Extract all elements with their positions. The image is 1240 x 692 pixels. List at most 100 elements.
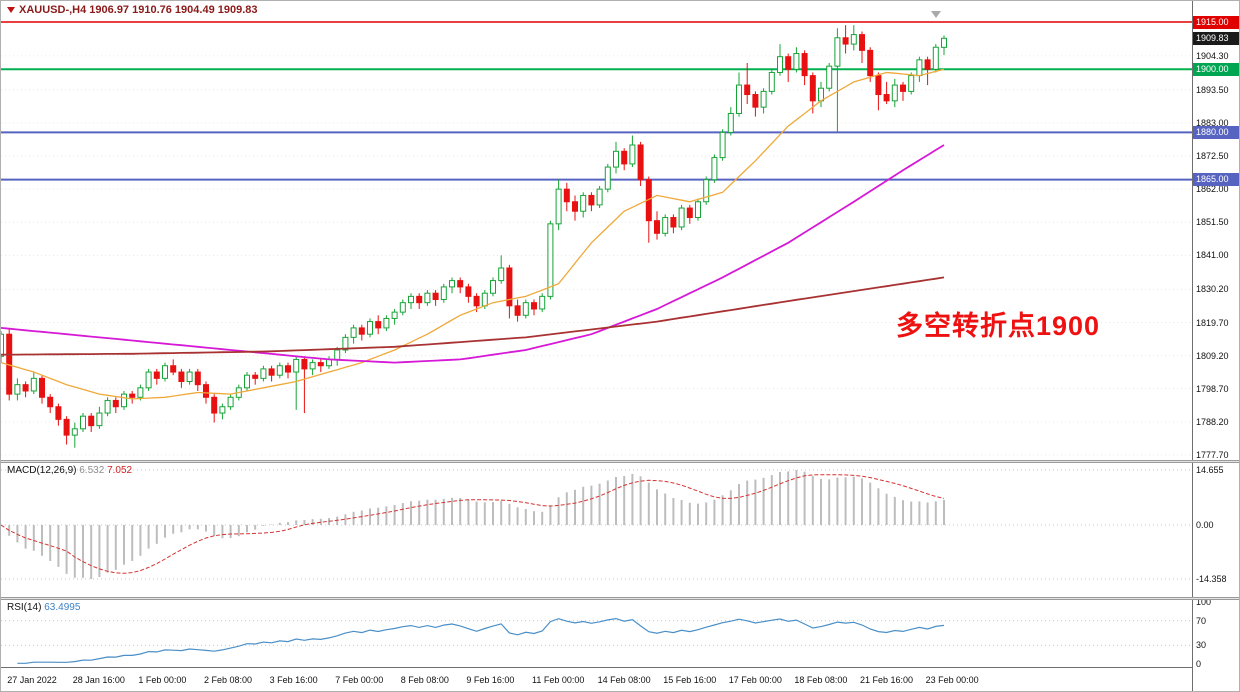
price-tick-label: 1830.20 bbox=[1196, 284, 1229, 295]
rsi-panel-canvas[interactable] bbox=[1, 600, 1192, 667]
candle-body bbox=[695, 201, 701, 219]
time-label: 11 Feb 00:00 bbox=[532, 675, 585, 685]
candle-body bbox=[736, 84, 742, 114]
candlestick bbox=[285, 362, 291, 379]
candlestick bbox=[777, 44, 783, 76]
chart-ohlc-title: XAUUSD-,H4 1906.97 1910.76 1904.49 1909.… bbox=[19, 4, 258, 16]
candle-body bbox=[481, 292, 488, 307]
candlestick bbox=[744, 62, 751, 104]
candle-body bbox=[268, 368, 275, 376]
main-chart-canvas[interactable] bbox=[1, 1, 1192, 460]
candlestick bbox=[260, 365, 267, 382]
candlestick bbox=[219, 403, 226, 420]
candlestick bbox=[47, 394, 54, 414]
candle-body bbox=[670, 217, 677, 228]
candle-body bbox=[465, 286, 472, 297]
candle-body bbox=[178, 371, 185, 383]
candle-body bbox=[596, 188, 603, 206]
panel-splitter[interactable] bbox=[1, 460, 1239, 463]
candle-body bbox=[818, 87, 824, 102]
candle-body bbox=[170, 365, 177, 373]
symbol-dropdown-icon[interactable] bbox=[7, 7, 15, 14]
price-tick-label: 1904.30 bbox=[1196, 50, 1229, 61]
candlestick bbox=[227, 394, 234, 410]
time-label: 15 Feb 16:00 bbox=[663, 675, 717, 685]
candlestick bbox=[424, 290, 431, 306]
candlestick bbox=[850, 25, 857, 51]
candle-body bbox=[727, 112, 734, 133]
candlestick bbox=[637, 141, 644, 186]
candle-body bbox=[621, 150, 628, 165]
candlestick bbox=[588, 192, 595, 212]
price-badge: 1915.00 bbox=[1193, 15, 1239, 29]
candle-body bbox=[153, 371, 160, 379]
candle-body bbox=[449, 280, 455, 288]
candle-body bbox=[39, 377, 45, 398]
candle-body bbox=[506, 267, 513, 307]
candlestick bbox=[555, 179, 562, 231]
candle-body bbox=[252, 374, 259, 379]
candlestick bbox=[137, 384, 144, 401]
candlestick bbox=[104, 397, 111, 417]
candlestick bbox=[736, 72, 742, 117]
price-axis[interactable]: 1904.30 1893.50 1883.00 1872.50 1862.00 1851.… bbox=[1192, 1, 1239, 691]
candle-body bbox=[834, 37, 841, 67]
candle-body bbox=[457, 280, 464, 288]
candle-body bbox=[342, 336, 349, 351]
macd-scale-label: 14.655 bbox=[1196, 465, 1224, 475]
time-axis[interactable]: 27 Jan 2022 28 Jan 16:00 1 Feb 00:00 2 Feb … bbox=[1, 667, 1192, 691]
time-label: 18 Feb 08:00 bbox=[794, 675, 848, 685]
candle-body bbox=[375, 321, 382, 329]
candle-body bbox=[891, 84, 898, 102]
candlestick bbox=[309, 359, 316, 376]
candle-body bbox=[498, 267, 505, 282]
candle-body bbox=[719, 131, 726, 159]
panel-splitter[interactable] bbox=[1, 597, 1239, 600]
candlestick bbox=[686, 204, 693, 224]
candlestick bbox=[760, 88, 767, 114]
candle-body bbox=[416, 295, 423, 304]
candle-body bbox=[440, 286, 447, 301]
macd-panel-canvas[interactable] bbox=[1, 463, 1192, 597]
candlestick bbox=[457, 277, 464, 294]
time-label: 3 Feb 16:00 bbox=[269, 675, 318, 685]
candlestick bbox=[719, 129, 726, 161]
time-label: 21 Feb 16:00 bbox=[860, 675, 914, 685]
candle-body bbox=[30, 377, 37, 392]
candle-body bbox=[112, 399, 119, 408]
candle-body bbox=[104, 399, 111, 414]
candlestick bbox=[63, 416, 70, 445]
candlestick bbox=[900, 81, 906, 101]
price-tick-label: 1851.50 bbox=[1196, 217, 1229, 228]
time-label: 8 Feb 08:00 bbox=[400, 675, 449, 685]
macd-signal-line bbox=[1, 474, 945, 574]
candle-body bbox=[801, 53, 808, 77]
candle-body bbox=[711, 157, 718, 181]
candlestick bbox=[358, 324, 365, 341]
candle-body bbox=[613, 150, 619, 168]
candlestick bbox=[71, 422, 78, 448]
candle-body bbox=[432, 292, 439, 301]
price-tick-label: 1872.50 bbox=[1196, 151, 1229, 162]
time-label: 28 Jan 16:00 bbox=[72, 675, 125, 685]
candlestick bbox=[170, 359, 177, 376]
candlestick bbox=[932, 44, 939, 73]
candle-body bbox=[572, 201, 578, 212]
candlestick bbox=[924, 56, 931, 86]
chart-shift-marker-icon[interactable] bbox=[931, 11, 941, 18]
candle-body bbox=[63, 418, 70, 436]
candle-body bbox=[924, 59, 931, 70]
candle-body bbox=[22, 384, 29, 392]
candlestick bbox=[145, 368, 152, 391]
candle-body bbox=[588, 194, 595, 206]
candlestick bbox=[465, 283, 472, 303]
candlestick bbox=[129, 390, 136, 404]
candle-body bbox=[686, 207, 693, 219]
candle-body bbox=[391, 311, 398, 319]
candlestick bbox=[39, 375, 45, 404]
candle-body bbox=[916, 59, 923, 77]
macd-scale-label: 0.00 bbox=[1196, 520, 1214, 530]
candlestick bbox=[96, 406, 103, 429]
candle-body bbox=[211, 396, 218, 414]
candlestick bbox=[350, 324, 357, 344]
